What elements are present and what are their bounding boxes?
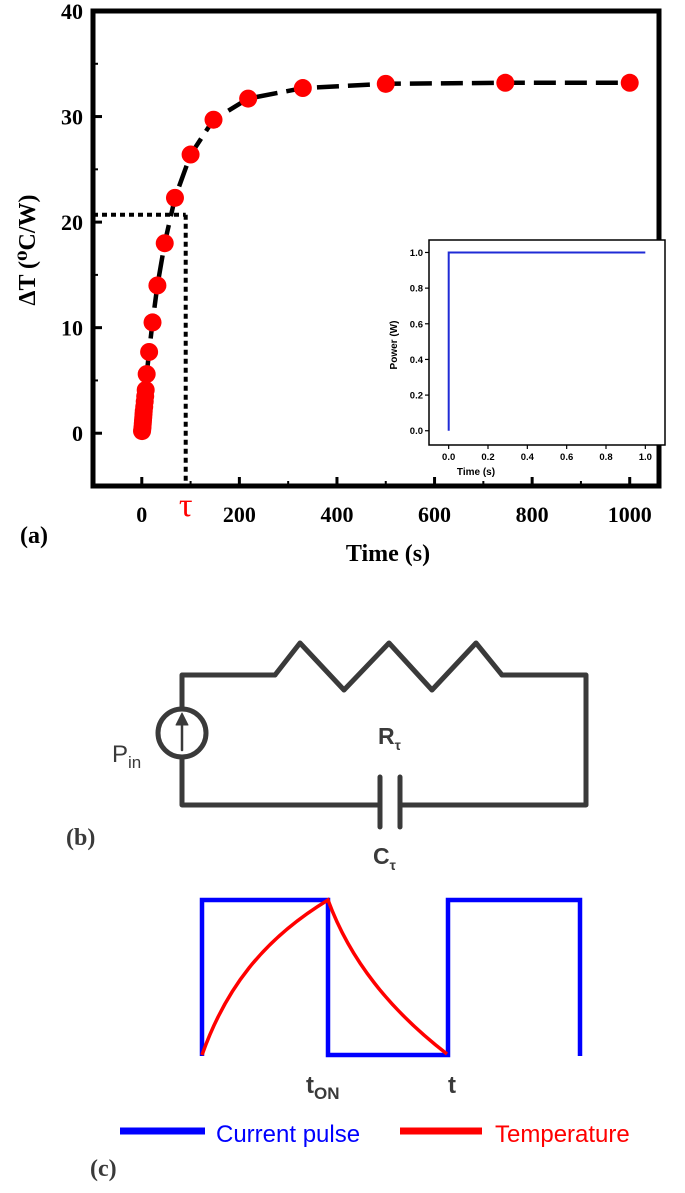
data-point (239, 89, 258, 108)
data-point (293, 79, 312, 98)
panel-a-label: (a) (20, 523, 48, 549)
data-point (496, 73, 515, 92)
inset-y-tick-label: 0.2 (410, 391, 423, 402)
panel-c-waveform: tON t Current pulse Temperature (c) (90, 897, 630, 1182)
main-ticks-group: 0 200 400 600 800 1000 0 10 20 30 40 (61, 0, 652, 527)
panel-b-circuit (155, 640, 589, 830)
y-tick-label: 10 (61, 316, 83, 341)
wire-right (397, 672, 589, 808)
y-tick-label: 0 (72, 421, 83, 446)
inset-x-tick-label: 0.4 (521, 452, 535, 463)
inset-y-tick-label: 0.0 (410, 426, 423, 437)
inset-x-tick-label: 0.0 (442, 452, 455, 463)
legend-label-temperature: Temperature (495, 1121, 630, 1148)
current-pulse-waveform (199, 897, 583, 1058)
data-point (148, 276, 167, 295)
data-point (140, 342, 159, 361)
capacitor-label-sub: τ (390, 857, 397, 873)
x-tick-label: 400 (320, 502, 353, 527)
panel-b-labels: Pin Rτ Cτ (b) (66, 723, 402, 873)
legend-label-current: Current pulse (216, 1121, 360, 1148)
ton-label-main: t (306, 1072, 314, 1099)
resistor-zigzag (272, 640, 505, 693)
inset-x-tick-label: 0.2 (481, 452, 494, 463)
resistor-label-main: R (378, 723, 395, 749)
data-point (204, 110, 223, 129)
wire-bottom-left (179, 752, 383, 808)
inset-x-tick-label: 0.8 (599, 452, 612, 463)
inset-y-tick-label: 0.4 (410, 355, 424, 366)
data-point (620, 73, 639, 92)
inset-y-tick-label: 0.6 (410, 319, 423, 330)
y-tick-label: 30 (61, 105, 83, 130)
data-point (376, 74, 395, 93)
source-label-sub: in (128, 753, 141, 772)
inset-series-line (447, 251, 646, 431)
panel-c-label: (c) (90, 1156, 117, 1182)
inset-x-tick-label: 0.6 (560, 452, 573, 463)
tau-guide-lines: τ (93, 212, 193, 524)
inset-y-axis-label: Power (W) (389, 321, 400, 370)
tau-label: τ (179, 487, 193, 524)
data-point (155, 234, 174, 253)
y-tick-label: 40 (61, 0, 83, 24)
inset-y-tick-label: 1.0 (410, 248, 423, 259)
temperature-waveform (200, 897, 449, 1056)
x-axis-label: Time (s) (346, 541, 430, 567)
data-point (136, 380, 155, 399)
panel-b-label: (b) (66, 825, 95, 851)
inset-ticks-group: 0.0 0.2 0.4 0.6 0.8 1.0 0.0 0.2 0.4 0.6 0.8 1.0 (410, 248, 652, 463)
data-point (181, 145, 200, 164)
x-tick-label: 600 (418, 502, 451, 527)
data-point (165, 188, 184, 207)
t-label: t (448, 1072, 456, 1099)
ton-label-sub: ON (314, 1084, 340, 1103)
data-point (137, 365, 156, 384)
ton-label: tON (306, 1072, 340, 1103)
x-tick-label: 200 (223, 502, 256, 527)
inset-x-axis-label: Time (s) (457, 467, 495, 478)
x-tick-label: 0 (136, 502, 147, 527)
source-label-main: P (112, 741, 128, 768)
resistor-label: Rτ (378, 723, 402, 753)
y-axis-label: ΔT (⁰C/W) (15, 194, 41, 305)
capacitor-label: Cτ (373, 843, 397, 873)
inset-frame (428, 239, 666, 446)
current-source-arrow-head (175, 712, 189, 726)
source-label: Pin (112, 741, 141, 772)
inset-power-chart: 0.0 0.2 0.4 0.6 0.8 1.0 0.0 0.2 0.4 0.6 0.8 1.0 Tim… (389, 239, 666, 478)
inset-y-tick-label: 0.8 (410, 284, 423, 295)
main-series-points (133, 73, 639, 441)
x-tick-label: 800 (516, 502, 549, 527)
capacitor-label-main: C (373, 843, 390, 869)
resistor-label-sub: τ (395, 737, 402, 753)
data-point (143, 313, 162, 332)
x-tick-label: 1000 (608, 502, 652, 527)
inset-x-tick-label: 1.0 (639, 452, 652, 463)
y-tick-label: 20 (61, 210, 83, 235)
